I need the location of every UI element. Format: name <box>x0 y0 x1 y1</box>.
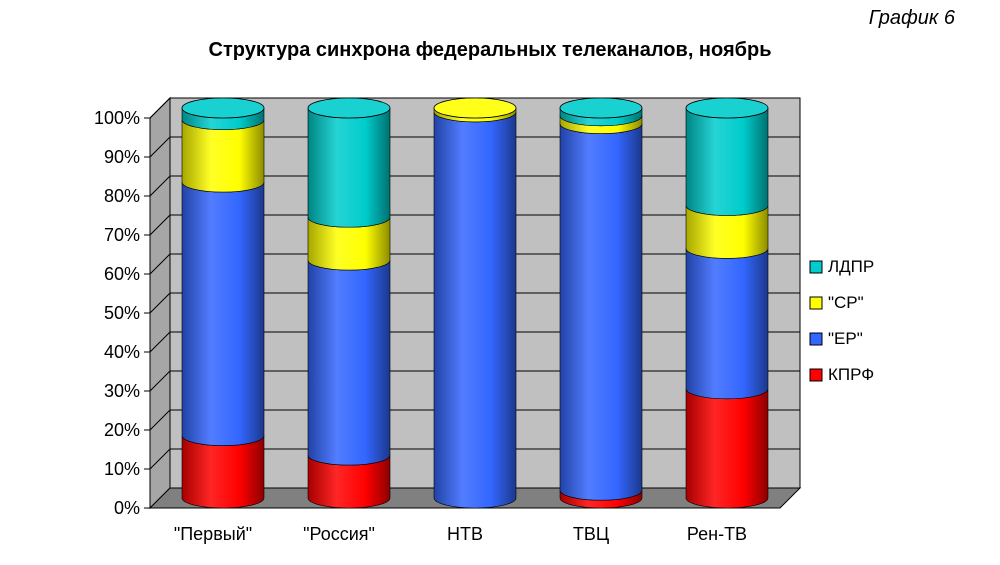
bar-top-cap <box>685 97 769 119</box>
legend-swatch <box>809 260 823 274</box>
bar-segment <box>433 111 517 509</box>
x-axis: "Первый" "Россия" НТВ ТВЦ Рен-ТВ <box>174 524 747 544</box>
bar-segment <box>181 182 265 446</box>
x-tick-label: НТВ <box>447 524 483 544</box>
y-tick-label: 40% <box>104 342 140 362</box>
legend-label: ЛДПР <box>828 257 874 276</box>
bar-segment <box>685 388 769 509</box>
legend-swatch <box>809 332 823 346</box>
legend-swatch <box>809 296 823 310</box>
legend: ЛДПР "СР" "ЕР" КПРФ <box>809 257 874 384</box>
bars <box>181 97 769 509</box>
bar-segment <box>181 119 265 193</box>
chart-title: Структура синхрона федеральных телеканал… <box>209 39 772 61</box>
y-tick-label: 20% <box>104 420 140 440</box>
bar-segment <box>559 123 643 501</box>
y-tick-label: 80% <box>104 186 140 206</box>
x-tick-label: "Первый" <box>174 524 252 544</box>
bar-segment <box>307 107 391 228</box>
bar-segment <box>181 435 265 509</box>
corner-label: График 6 <box>869 7 956 29</box>
y-tick-label: 30% <box>104 381 140 401</box>
legend-label: "ЕР" <box>828 329 863 348</box>
bar-top-cap <box>307 97 391 119</box>
legend-label: КПРФ <box>828 365 874 384</box>
y-tick-label: 100% <box>94 108 140 128</box>
x-tick-label: ТВЦ <box>573 524 609 544</box>
y-tick-label: 90% <box>104 147 140 167</box>
x-tick-label: Рен-ТВ <box>687 524 747 544</box>
bar-segment <box>685 107 769 216</box>
bar-top-cap <box>433 97 517 119</box>
bar-top-cap <box>559 97 643 119</box>
bar-segment <box>685 248 769 400</box>
legend-label: "СР" <box>828 293 864 312</box>
y-axis: 0% 10% 20% 30% 40% 50% 60% 70% 80% 90% 100% <box>94 108 151 518</box>
x-tick-label: "Россия" <box>303 524 375 544</box>
bar-top-cap <box>181 97 265 119</box>
y-tick-label: 10% <box>104 459 140 479</box>
y-tick-label: 60% <box>104 264 140 284</box>
y-tick-label: 0% <box>114 498 140 518</box>
legend-swatch <box>809 368 823 382</box>
y-tick-label: 70% <box>104 225 140 245</box>
bar-segment <box>307 260 391 466</box>
y-tick-label: 50% <box>104 303 140 323</box>
